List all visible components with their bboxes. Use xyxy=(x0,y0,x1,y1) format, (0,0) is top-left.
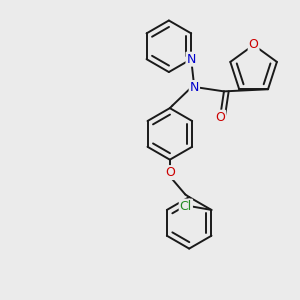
Text: O: O xyxy=(215,111,225,124)
Text: O: O xyxy=(249,38,259,52)
Text: N: N xyxy=(187,53,196,66)
Text: O: O xyxy=(165,166,175,179)
Text: Cl: Cl xyxy=(180,200,192,213)
Text: N: N xyxy=(190,81,199,94)
